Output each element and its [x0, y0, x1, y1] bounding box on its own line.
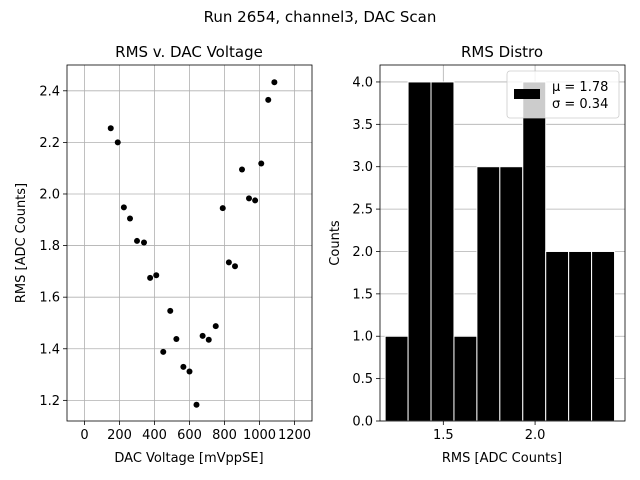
scatter-ytick-label: 1.4 — [39, 342, 60, 357]
histogram-xtick-label: 1.5 — [433, 428, 454, 443]
histogram-ytick-label: 1.0 — [352, 330, 373, 345]
scatter-point — [141, 239, 147, 246]
scatter-ylabel: RMS [ADC Counts] — [14, 183, 29, 303]
legend-box — [506, 70, 620, 119]
scatter-point — [107, 125, 114, 132]
scatter-point — [173, 335, 180, 342]
scatter-point — [232, 263, 238, 270]
scatter-point — [225, 259, 232, 266]
scatter-point — [180, 363, 187, 370]
scatter-xlabel: DAC Voltage [mVppSE] — [114, 451, 263, 466]
histogram-ytick-label: 2.5 — [352, 203, 373, 218]
scatter-point — [219, 205, 226, 212]
scatter-xtick-label: 1200 — [278, 428, 311, 443]
scatter-point — [186, 368, 193, 375]
histogram-bars — [384, 81, 616, 422]
scatter-point — [199, 332, 206, 339]
legend-swatch — [514, 89, 540, 99]
scatter-xtick-label: 0 — [80, 428, 88, 443]
histogram-bar — [591, 250, 616, 422]
histogram-ytick-label: 4.0 — [352, 75, 373, 90]
figure-suptitle: Run 2654, channel3, DAC Scan — [204, 8, 437, 26]
histogram-bar — [522, 81, 547, 422]
scatter-point — [258, 160, 265, 167]
scatter-point — [205, 336, 212, 343]
scatter-point — [271, 79, 278, 86]
scatter-title: RMS v. DAC Voltage — [115, 43, 263, 61]
histogram-bar — [384, 335, 409, 422]
scatter-point — [246, 195, 252, 202]
histogram-panel: RMS Distro 1.5 2.0 0.0 0.5 1.0 1.5 2.0 2.5 3.0 3.… — [328, 43, 626, 466]
scatter-point — [167, 307, 174, 314]
scatter-xtick-label: 400 — [142, 428, 167, 443]
legend-mean: μ = 1.78 — [552, 80, 608, 95]
histogram-legend: μ = 1.78 σ = 0.34 — [506, 70, 620, 119]
scatter-xtick-label: 200 — [107, 428, 132, 443]
scatter-ytick-label: 2.4 — [39, 84, 60, 99]
scatter-ytick-label: 1.2 — [39, 394, 60, 409]
scatter-point — [239, 166, 245, 173]
histogram-ytick-label: 2.0 — [352, 245, 373, 260]
histogram-ytick-label: 1.5 — [352, 287, 373, 302]
scatter-point — [134, 237, 140, 244]
histogram-bar — [476, 166, 501, 422]
histogram-bar — [453, 335, 478, 422]
histogram-bar — [568, 250, 593, 422]
histogram-ytick-label: 0.5 — [352, 372, 373, 387]
histogram-bar — [545, 250, 570, 422]
histogram-xlabel: RMS [ADC Counts] — [442, 451, 562, 466]
histogram-bar — [499, 166, 524, 422]
histogram-bar — [407, 81, 432, 422]
scatter-point — [193, 401, 200, 408]
histogram-xtick-label: 2.0 — [525, 428, 546, 443]
scatter-points — [107, 79, 278, 408]
scatter-ticks: 0 200 400 600 800 1000 1200 1.2 1.4 1.6 1.8 2.0 2.2 2… — [39, 84, 311, 443]
scatter-xtick-label: 1000 — [243, 428, 276, 443]
scatter-point — [127, 215, 133, 222]
scatter-ytick-label: 1.8 — [39, 239, 60, 254]
legend-sigma: σ = 0.34 — [552, 97, 608, 112]
scatter-point — [114, 139, 121, 146]
scatter-xtick-label: 600 — [177, 428, 202, 443]
histogram-bar — [430, 81, 455, 422]
histogram-ytick-label: 0.0 — [352, 415, 373, 430]
scatter-point — [265, 96, 272, 103]
scatter-point — [160, 348, 167, 355]
scatter-point — [147, 274, 154, 281]
scatter-point — [252, 197, 259, 204]
scatter-ytick-label: 1.6 — [39, 291, 60, 306]
scatter-point — [212, 323, 219, 330]
histogram-ytick-label: 3.5 — [352, 118, 373, 133]
scatter-xtick-label: 800 — [212, 428, 237, 443]
scatter-point — [153, 272, 160, 279]
histogram-frame — [379, 64, 626, 422]
scatter-grid — [67, 65, 312, 421]
histogram-ytick-label: 3.0 — [352, 160, 373, 175]
histogram-ticks: 1.5 2.0 0.0 0.5 1.0 1.5 2.0 2.5 3.0 3.5 4.0 — [352, 75, 545, 443]
scatter-panel: RMS v. DAC Voltage 0 200 400 600 800 1000 1200… — [14, 43, 313, 466]
histogram-title: RMS Distro — [461, 43, 543, 61]
scatter-point — [120, 204, 127, 211]
scatter-ytick-label: 2.0 — [39, 187, 60, 202]
histogram-ylabel: Counts — [328, 220, 343, 266]
scatter-ytick-label: 2.2 — [39, 136, 60, 151]
